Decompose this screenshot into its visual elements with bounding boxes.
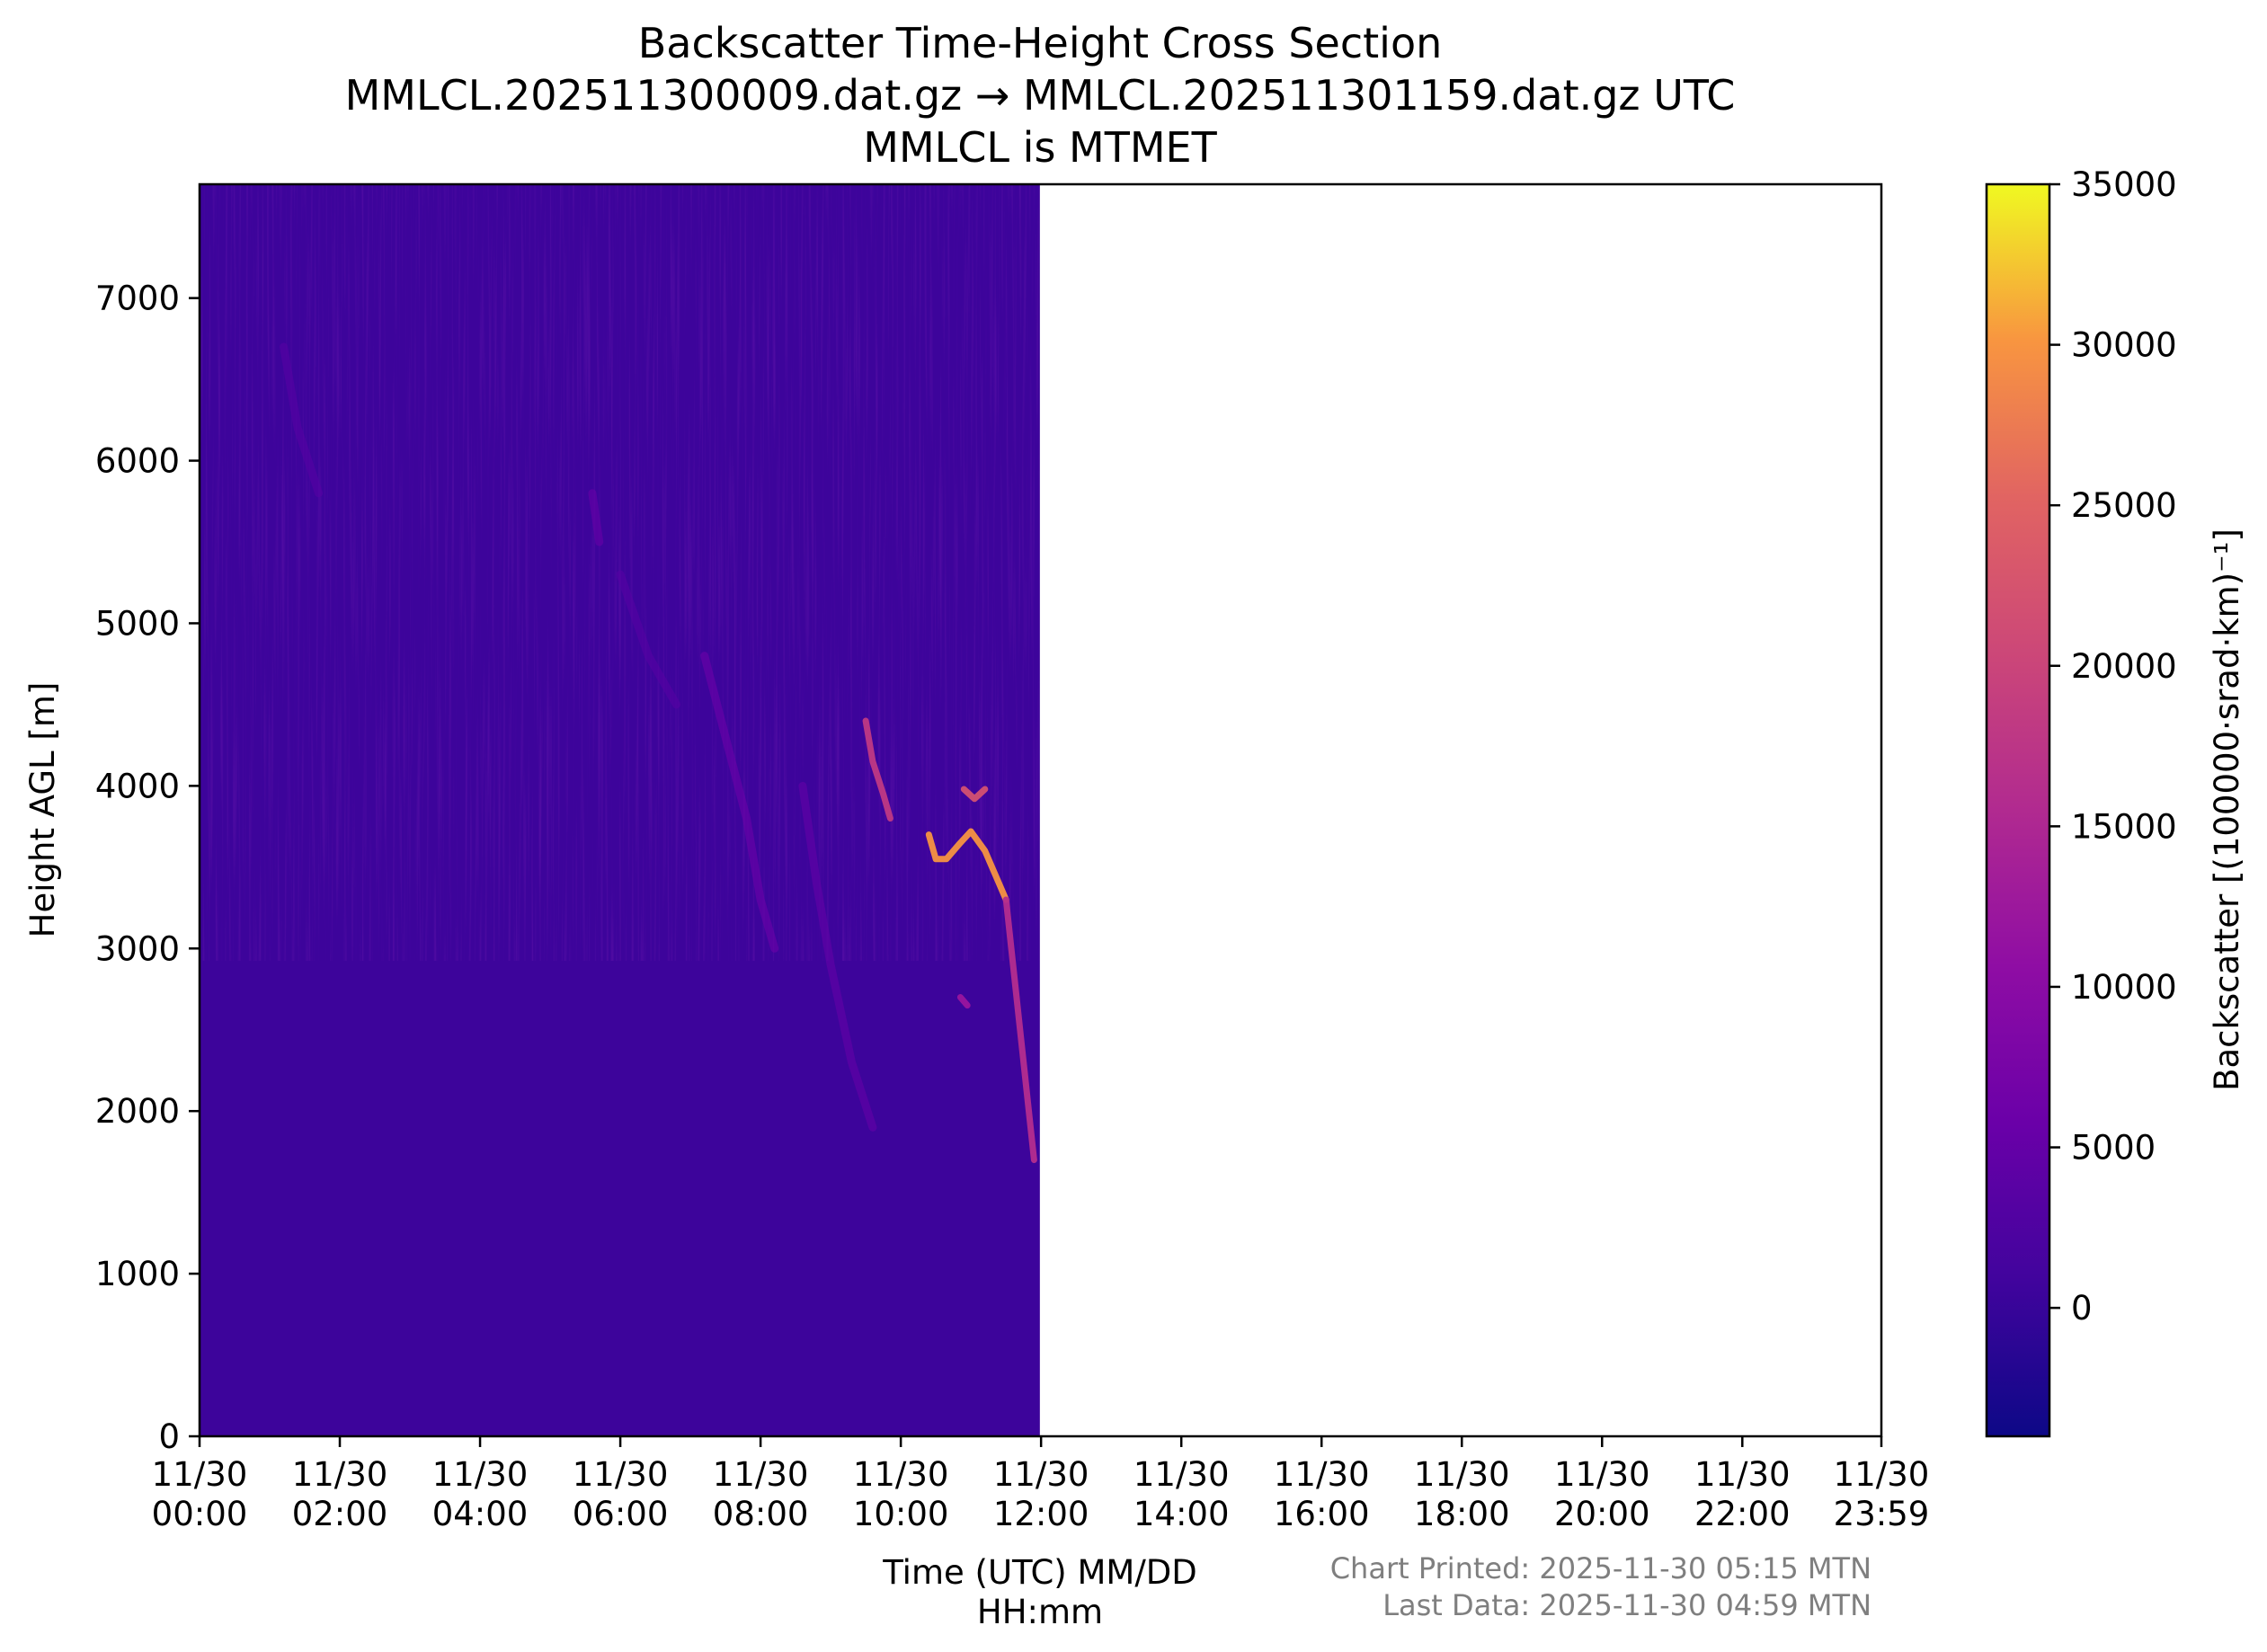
colorbar-tick-label-20000: 20000: [2071, 647, 2177, 686]
last-data-note: Last Data: 2025-11-30 04:59 MTN: [1382, 1588, 1871, 1622]
colorbar-tick-label-15000: 15000: [2071, 807, 2177, 846]
x-tick-time-12: 23:59: [1834, 1495, 1930, 1533]
backscatter-features: [280, 342, 1037, 1163]
y-tick-label-7000: 7000: [95, 280, 180, 318]
colorbar-tick-label-10000: 10000: [2071, 968, 2177, 1007]
virga-streak-9: [616, 570, 680, 709]
x-tick-time-0: 00:00: [152, 1495, 248, 1533]
chart-subtitle-station: MMLCL is MTMET: [863, 123, 1217, 172]
x-tick-date-11: 11/30: [1694, 1455, 1791, 1494]
x-axis-label-line2: HH:mm: [977, 1593, 1103, 1631]
x-tick-time-11: 22:00: [1694, 1495, 1791, 1533]
colorbar-axis: 0 5000 10000 15000 20000 25000 30000 35000: [2049, 165, 2177, 1328]
y-tick-label-0: 0: [158, 1417, 180, 1456]
chart-printed-note: Chart Printed: 2025-11-30 05:15 MTN: [1330, 1551, 1871, 1585]
x-tick-time-10: 20:00: [1554, 1495, 1650, 1533]
x-tick-time-5: 10:00: [853, 1495, 949, 1533]
x-tick-time-8: 16:00: [1274, 1495, 1370, 1533]
y-tick-label-3000: 3000: [95, 929, 180, 968]
x-tick-date-9: 11/30: [1414, 1455, 1510, 1494]
cloud-streak-0: [862, 717, 893, 822]
x-tick-date-12: 11/30: [1834, 1455, 1930, 1494]
y-tick-label-4000: 4000: [95, 767, 180, 805]
chart-title: Backscatter Time-Height Cross Section: [638, 19, 1443, 67]
x-tick-time-4: 08:00: [713, 1495, 809, 1533]
x-tick-date-8: 11/30: [1274, 1455, 1370, 1494]
colorbar-label: Backscatter [(100000·srad·km)⁻¹]: [2208, 528, 2246, 1091]
virga-streak-6: [798, 781, 877, 1132]
x-tick-time-3: 06:00: [573, 1495, 669, 1533]
cloud-streak-3: [1002, 896, 1037, 1163]
colorbar-tick-label-30000: 30000: [2071, 326, 2177, 365]
x-tick-date-4: 11/30: [713, 1455, 809, 1494]
x-tick-date-10: 11/30: [1554, 1455, 1650, 1494]
cloud-streak-2: [960, 786, 989, 803]
virga-streak-8: [280, 342, 324, 498]
y-axis-label: Height AGL [m]: [23, 682, 62, 938]
cloud-streak-4: [956, 994, 971, 1009]
chart-subtitle-files: MMLCL.202511300009.dat.gz → MMLCL.202511…: [345, 71, 1736, 120]
x-tick-date-1: 11/30: [292, 1455, 388, 1494]
colorbar: [1987, 184, 2049, 1436]
x-axis: 11/3000:0011/3002:0011/3004:0011/3006:00…: [152, 1436, 1930, 1533]
y-tick-label-1000: 1000: [95, 1255, 180, 1293]
x-axis-label-line1: Time (UTC) MM/DD: [882, 1553, 1197, 1592]
x-tick-time-2: 04:00: [432, 1495, 529, 1533]
colorbar-tick-label-35000: 35000: [2071, 165, 2177, 204]
plot-area: [200, 184, 1040, 1436]
x-tick-date-3: 11/30: [573, 1455, 669, 1494]
x-tick-date-6: 11/30: [993, 1455, 1089, 1494]
y-tick-label-2000: 2000: [95, 1092, 180, 1131]
x-tick-time-9: 18:00: [1414, 1495, 1510, 1533]
cloud-streak-1: [925, 828, 1009, 903]
colorbar-tick-label-5000: 5000: [2071, 1129, 2156, 1168]
virga-streak-7: [588, 489, 604, 546]
y-axis: 0 1000 2000 3000 4000 5000 6000 7000: [95, 280, 200, 1456]
colorbar-frame: [1985, 182, 2051, 1438]
y-tick-label-6000: 6000: [95, 442, 180, 481]
y-tick-label-5000: 5000: [95, 604, 180, 643]
x-tick-time-6: 12:00: [993, 1495, 1089, 1533]
x-tick-date-2: 11/30: [432, 1455, 529, 1494]
x-tick-date-7: 11/30: [1134, 1455, 1230, 1494]
virga-streak-5: [700, 652, 779, 953]
colorbar-tick-label-0: 0: [2071, 1289, 2093, 1328]
colorbar-tick-label-25000: 25000: [2071, 486, 2177, 525]
x-tick-date-0: 11/30: [152, 1455, 248, 1494]
x-tick-time-7: 14:00: [1134, 1495, 1230, 1533]
x-tick-date-5: 11/30: [853, 1455, 949, 1494]
x-tick-time-1: 02:00: [292, 1495, 388, 1533]
